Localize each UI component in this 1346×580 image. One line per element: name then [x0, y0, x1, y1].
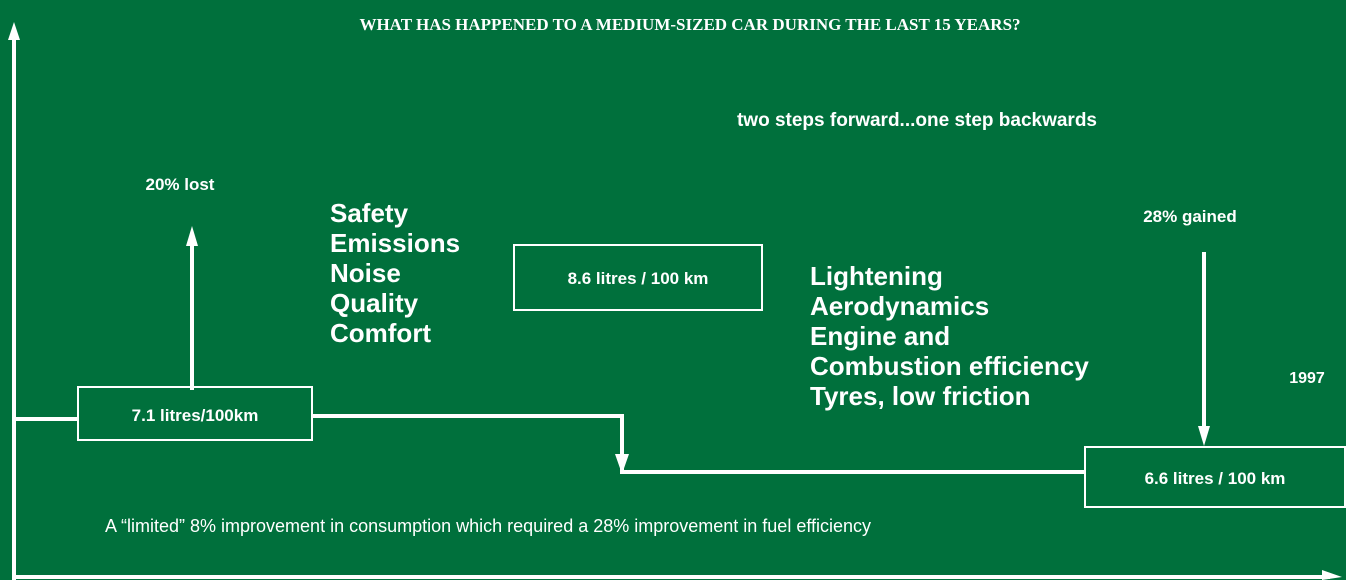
year: 1997: [1289, 370, 1325, 387]
box: [1084, 446, 1346, 508]
factor: Combustion efficiency: [810, 351, 1089, 381]
lost-label: 20% lost: [146, 175, 215, 194]
factor: Aerodynamics: [810, 291, 989, 321]
y-axis-arrow: [8, 22, 20, 40]
gained-label: 28% gained: [1143, 207, 1237, 226]
factor: Quality: [330, 288, 419, 318]
level-line: [312, 414, 1085, 474]
box-label: 7.1 litres/100km: [132, 406, 259, 425]
factor: Emissions: [330, 228, 460, 258]
factor: Safety: [330, 198, 409, 228]
factor: Comfort: [330, 318, 431, 348]
gained-arrow-head: [1198, 426, 1210, 446]
factor: Tyres, low friction: [810, 381, 1031, 411]
subtitle: two steps forward...one step backwards: [737, 110, 1097, 131]
step-arrow: [615, 454, 629, 474]
lost-arrow-head: [186, 226, 198, 246]
x-axis-arrow: [1322, 570, 1342, 580]
footnote: A “limited” 8% improvement in consumptio…: [105, 516, 871, 536]
box-label: 8.6 litres / 100 km: [568, 269, 709, 288]
box: [77, 386, 313, 441]
box-label: 6.6 litres / 100 km: [1145, 469, 1286, 488]
factor: Noise: [330, 258, 401, 288]
box: [513, 244, 763, 311]
title: WHAT HAS HAPPENED TO A MEDIUM-SIZED CAR …: [359, 15, 1020, 34]
factor: Lightening: [810, 261, 943, 291]
factor: Engine and: [810, 321, 950, 351]
